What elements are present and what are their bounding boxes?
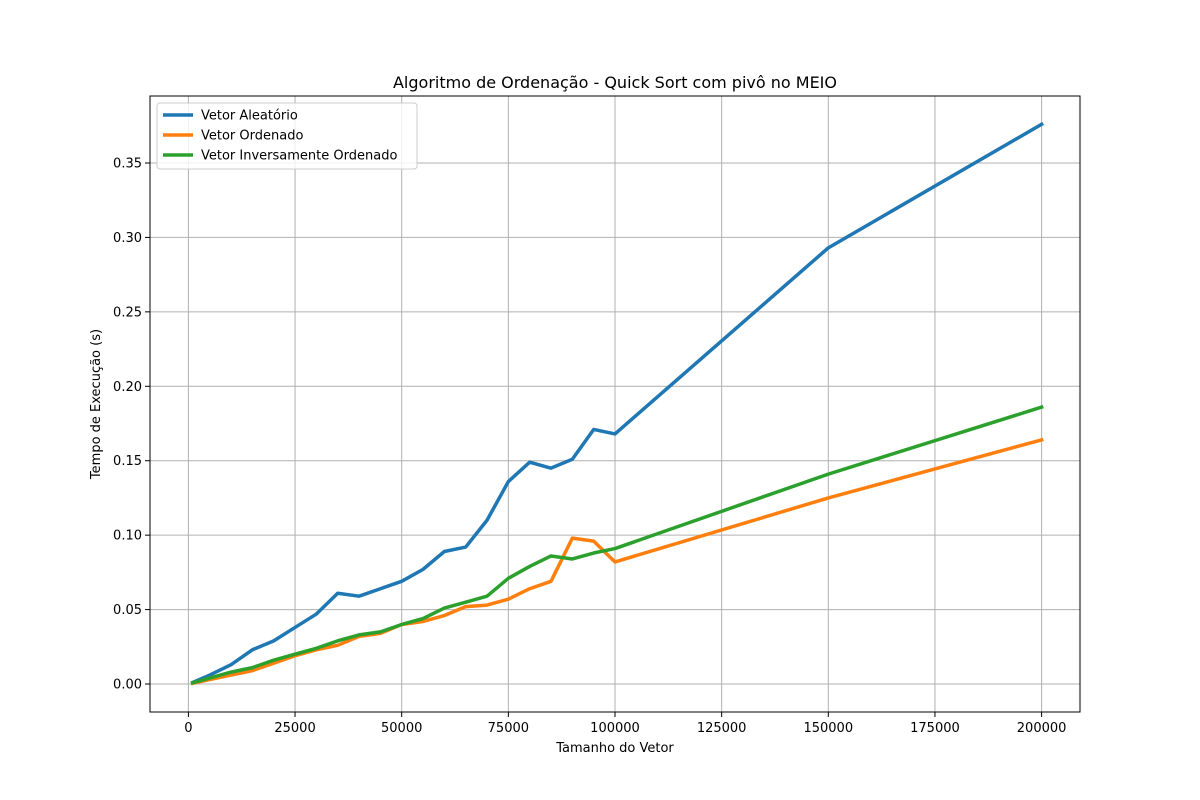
y-tick-label: 0.15 bbox=[113, 454, 142, 469]
series-line-1 bbox=[190, 121, 1045, 685]
y-tick-label: 0.10 bbox=[113, 529, 142, 544]
y-axis-label: Tempo de Execução (s) bbox=[89, 329, 104, 480]
x-tick-label: 0 bbox=[184, 721, 192, 736]
x-tick-label: 125000 bbox=[697, 721, 747, 736]
x-axis-label: Tamanho do Vetor bbox=[555, 741, 674, 756]
x-tick-label: 175000 bbox=[910, 721, 960, 736]
legend-box bbox=[156, 102, 418, 170]
y-tick-label: 0.35 bbox=[113, 156, 142, 171]
y-tick-label: 0.00 bbox=[113, 678, 142, 693]
y-tick-label: 0.30 bbox=[113, 231, 142, 246]
x-tick-label: 75000 bbox=[488, 721, 529, 736]
y-axis-ticks: 0.00 0.05 0.10 0.15 0.20 0.25 0.30 0.35 bbox=[113, 156, 150, 693]
x-axis-ticks: 0 25000 50000 75000 100000 125000 150000 175000… bbox=[184, 712, 1066, 736]
x-tick-label: 200000 bbox=[1017, 721, 1067, 736]
grid-lines bbox=[150, 96, 1080, 712]
legend-entry: Vetor Inversamente Ordenado bbox=[201, 149, 397, 164]
legend: Vetor Aleatório Vetor Ordenado Vetor Inver… bbox=[156, 102, 418, 170]
legend-entry: Vetor Ordenado bbox=[201, 129, 303, 144]
series-line-2 bbox=[190, 437, 1044, 686]
chart-title: Algoritmo de Ordenação - Quick Sort com … bbox=[393, 73, 837, 92]
x-tick-label: 150000 bbox=[803, 721, 853, 736]
y-tick-label: 0.20 bbox=[113, 380, 142, 395]
legend-entry: Vetor Aleatório bbox=[201, 109, 298, 124]
series-layer bbox=[190, 121, 1045, 686]
x-tick-label: 50000 bbox=[381, 721, 422, 736]
x-tick-label: 25000 bbox=[274, 721, 315, 736]
y-tick-label: 0.05 bbox=[113, 603, 142, 618]
series-line-3 bbox=[190, 404, 1044, 685]
y-tick-label: 0.25 bbox=[113, 305, 142, 320]
x-tick-label: 100000 bbox=[590, 721, 640, 736]
